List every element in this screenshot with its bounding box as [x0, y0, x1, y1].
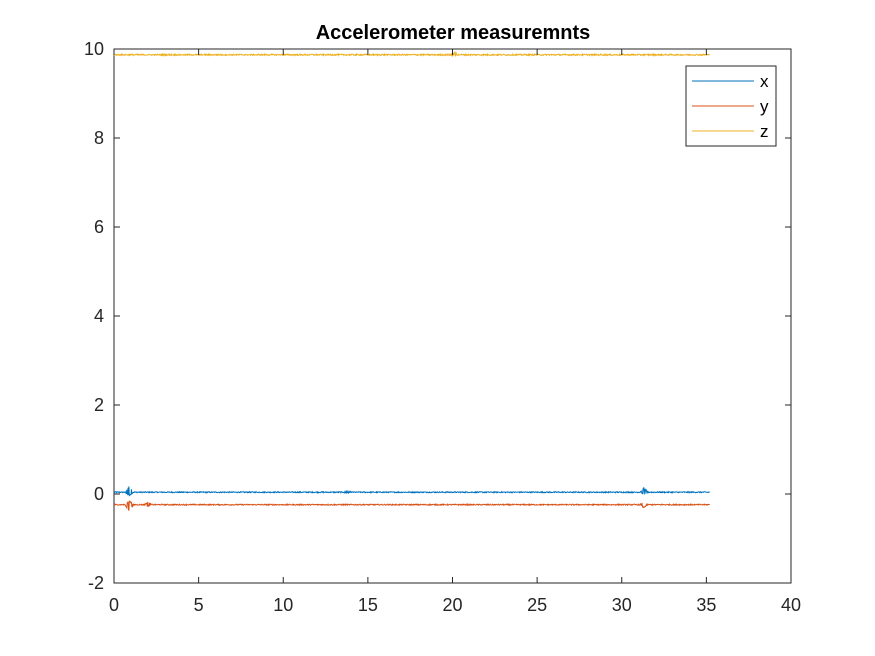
y-tick-label: 8	[94, 128, 104, 148]
x-tick-label: 35	[696, 595, 716, 615]
x-tick-label: 15	[358, 595, 378, 615]
legend-label-y: y	[760, 97, 769, 116]
y-tick-label: 10	[84, 39, 104, 59]
plot-area	[113, 48, 792, 584]
x-tick-label: 5	[194, 595, 204, 615]
legend: xyz	[685, 65, 777, 147]
legend-label-z: z	[760, 122, 769, 141]
y-tick-label: 6	[94, 217, 104, 237]
y-tick-label: 2	[94, 395, 104, 415]
y-tick-label: 0	[94, 484, 104, 504]
series-line-z	[113, 50, 710, 58]
x-tick-label: 30	[612, 595, 632, 615]
series-line-y	[113, 500, 710, 511]
x-tick-label: 25	[527, 595, 547, 615]
legend-label-x: x	[760, 72, 769, 91]
x-tick-label: 10	[273, 595, 293, 615]
y-tick-label: -2	[88, 573, 104, 593]
x-tick-label: 0	[109, 595, 119, 615]
x-tick-label: 20	[442, 595, 462, 615]
y-tick-label: 4	[94, 306, 104, 326]
series-line-x	[113, 486, 710, 497]
series-layer	[113, 50, 710, 511]
x-tick-label: 40	[781, 595, 801, 615]
chart-title: Accelerometer measuremnts	[316, 22, 591, 44]
